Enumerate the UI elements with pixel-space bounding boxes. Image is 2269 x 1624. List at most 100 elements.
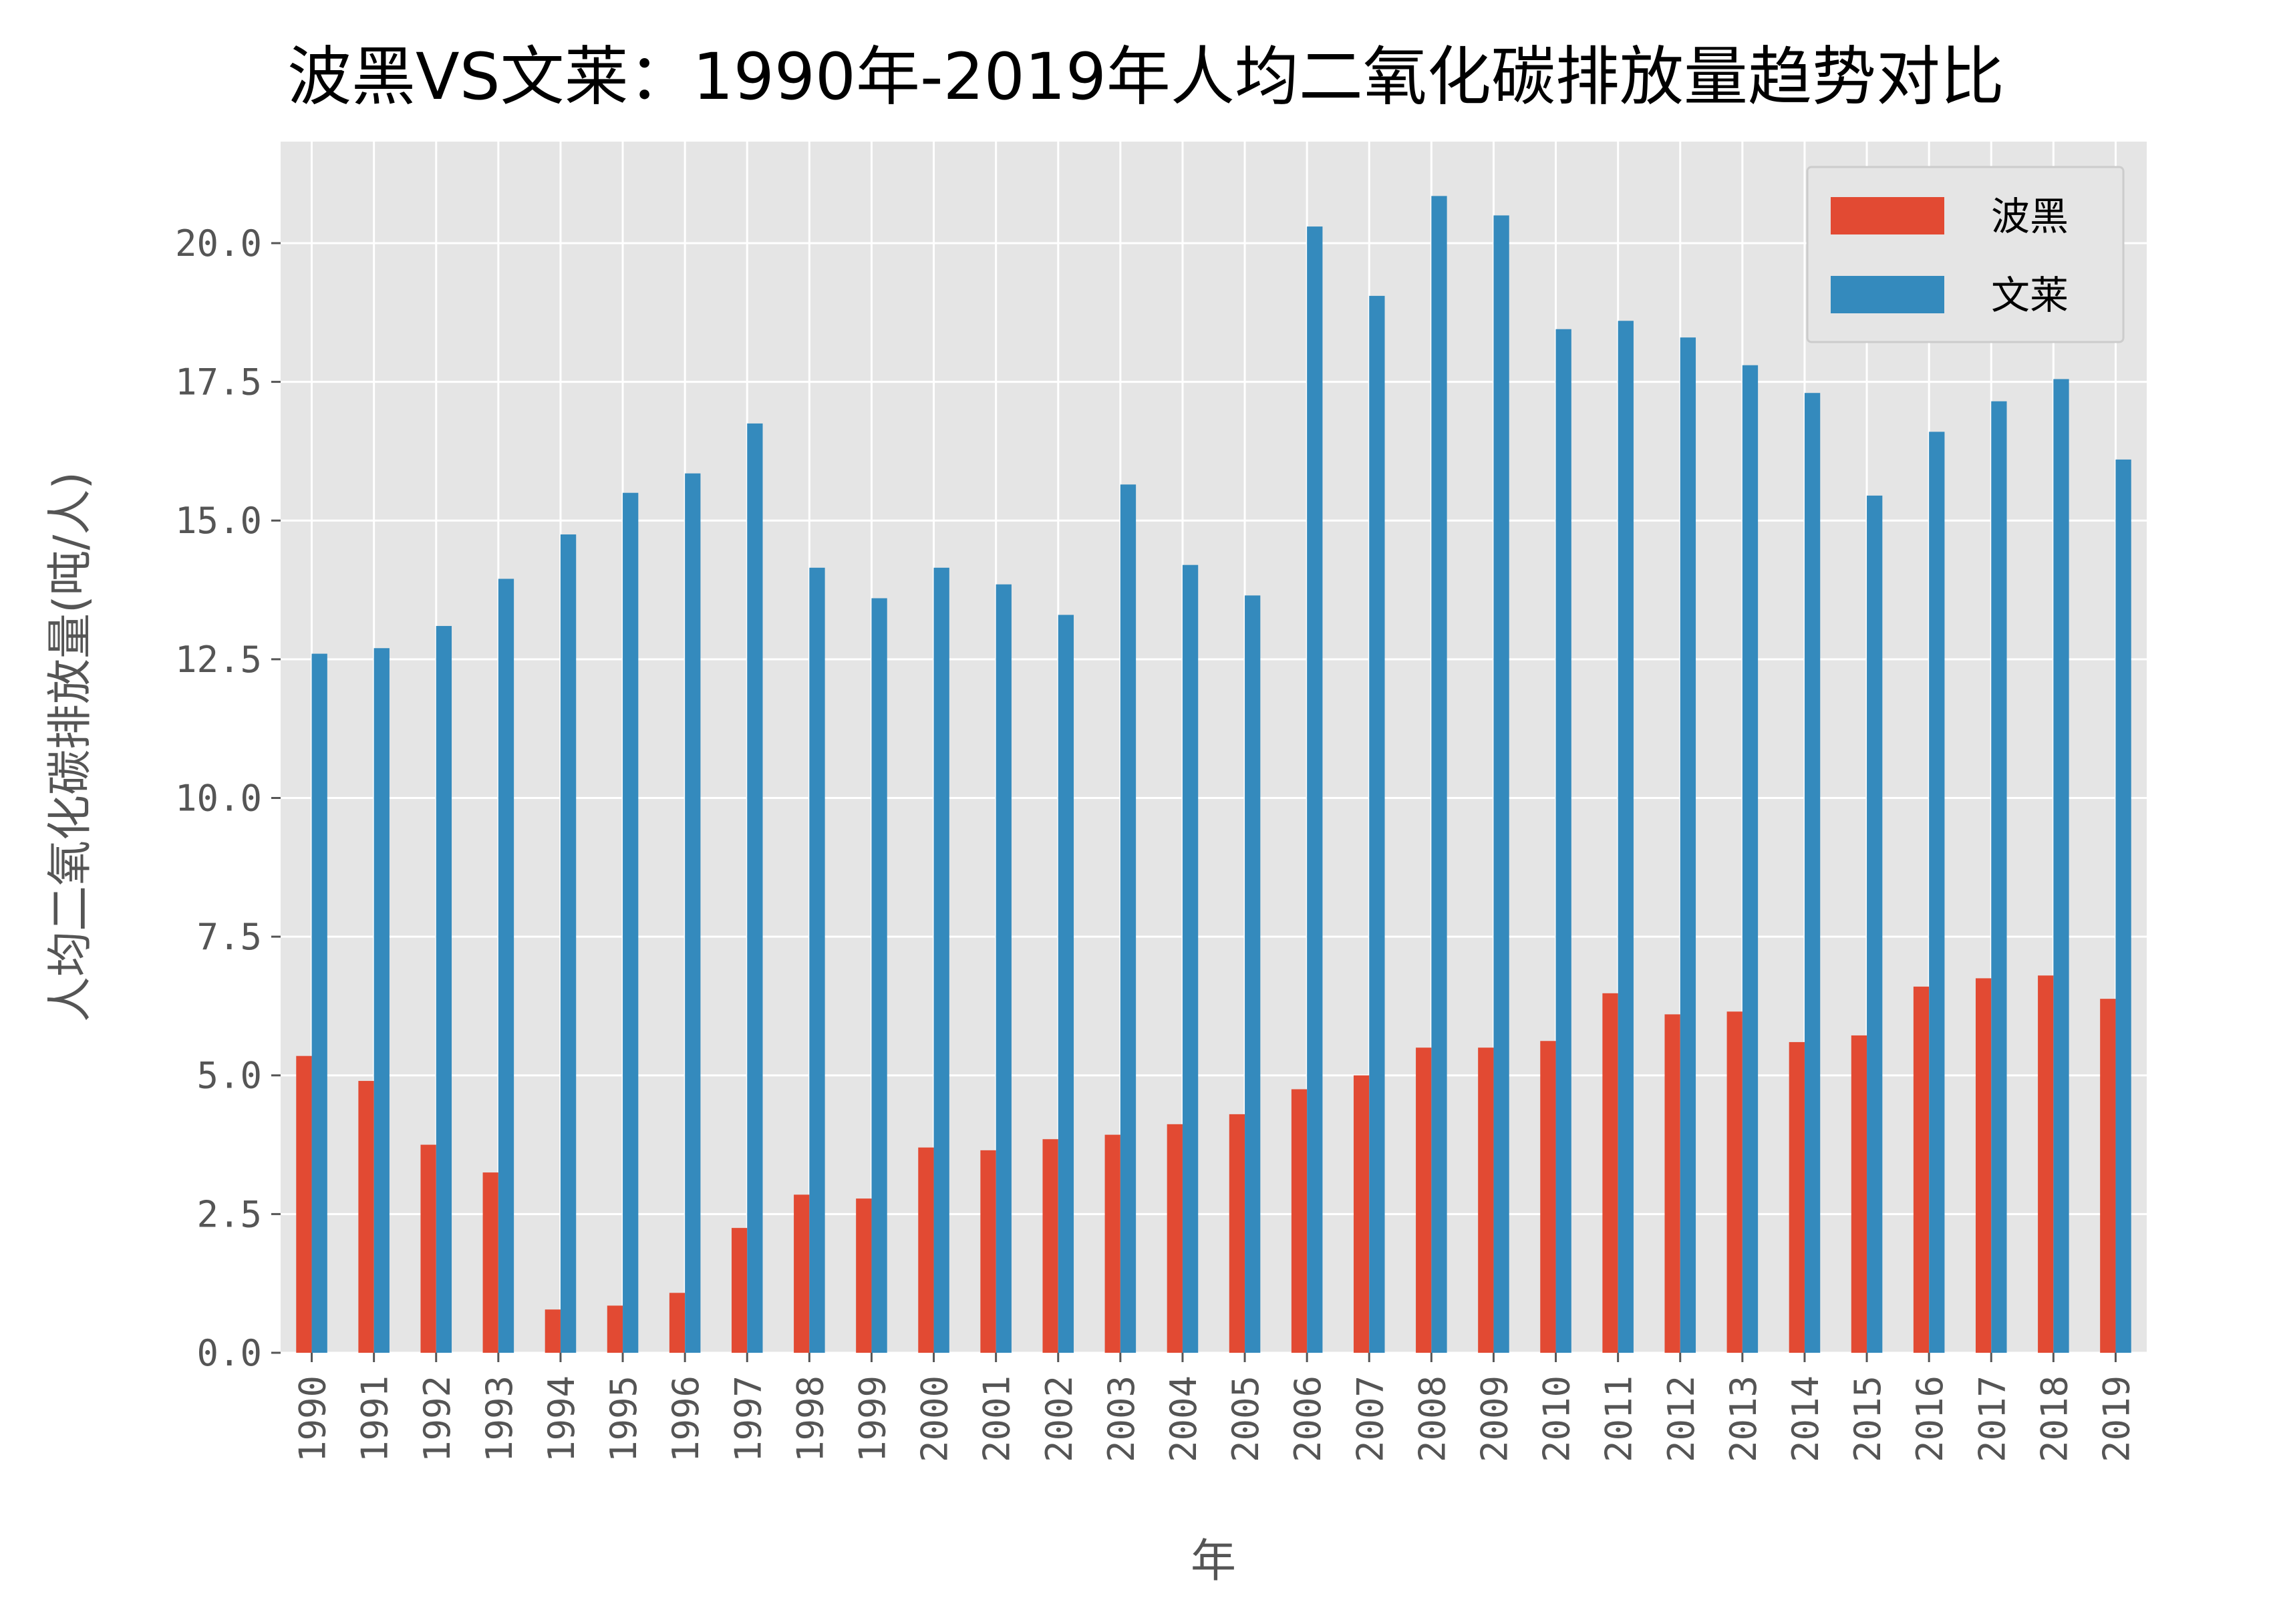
bar-bosnia-1996 [669, 1293, 686, 1353]
bar-brunei-2018 [2053, 379, 2069, 1353]
x-tick-label: 1991 [354, 1375, 396, 1462]
bar-brunei-2002 [1058, 615, 1074, 1353]
x-tick-label: 2016 [1909, 1375, 1951, 1462]
x-tick-label: 2011 [1598, 1375, 1640, 1462]
bar-bosnia-2006 [1291, 1089, 1308, 1353]
bar-bosnia-1991 [358, 1081, 374, 1353]
bar-brunei-2009 [1493, 215, 1509, 1353]
bar-bosnia-2014 [1789, 1041, 1805, 1353]
bar-brunei-2005 [1245, 595, 1261, 1353]
x-tick-label: 2004 [1163, 1375, 1205, 1462]
bar-bosnia-2016 [1913, 986, 1930, 1353]
x-tick-label: 1992 [416, 1375, 458, 1462]
bar-bosnia-2017 [1975, 978, 1992, 1353]
bar-brunei-2016 [1929, 432, 1945, 1353]
bar-brunei-1990 [311, 653, 327, 1353]
bar-bosnia-2012 [1664, 1014, 1680, 1353]
bar-bosnia-2019 [2100, 999, 2116, 1353]
x-tick-label: 1993 [478, 1375, 520, 1462]
bar-bosnia-1994 [545, 1309, 561, 1353]
x-tick-label: 2005 [1225, 1375, 1267, 1462]
bar-bosnia-2018 [2038, 975, 2054, 1353]
bar-brunei-2007 [1369, 295, 1385, 1353]
bar-bosnia-1999 [856, 1198, 872, 1353]
x-tick-label: 1990 [292, 1375, 334, 1462]
bar-brunei-2010 [1555, 329, 1571, 1353]
bar-bosnia-2002 [1042, 1139, 1058, 1353]
bars-group [296, 196, 2131, 1353]
y-axis-label: 人均二氧化碳排放量(吨/人) [44, 472, 97, 1022]
bar-brunei-2014 [1804, 393, 1821, 1353]
legend: 波黑 文莱 [1806, 166, 2125, 343]
bar-brunei-1997 [747, 423, 763, 1353]
x-axis-ticks: 1990 1991 1992 1993 1994 1995 1996 1997 1998 1999… [292, 1353, 2137, 1462]
x-tick-label: 2001 [976, 1375, 1018, 1462]
x-tick-label: 1997 [727, 1375, 769, 1462]
y-tick-label: 2.5 [196, 1193, 262, 1235]
x-tick-label: 2008 [1411, 1375, 1453, 1462]
bar-bosnia-2010 [1540, 1041, 1556, 1353]
bar-brunei-1998 [809, 567, 825, 1353]
plot-area [281, 142, 2147, 1353]
y-tick-label: 7.5 [196, 916, 262, 958]
legend-label-brunei: 文莱 [1991, 273, 2069, 318]
bar-bosnia-1997 [731, 1228, 748, 1353]
y-axis-ticks: 0.0 2.5 5.0 7.5 10.0 12.5 15.0 17.5 20.0 [175, 222, 281, 1374]
x-tick-label: 2006 [1287, 1375, 1329, 1462]
bar-bosnia-2004 [1167, 1124, 1183, 1353]
x-tick-label: 2013 [1722, 1375, 1765, 1462]
x-tick-label: 1998 [789, 1375, 831, 1462]
bar-bosnia-2001 [980, 1150, 996, 1353]
x-tick-label: 2002 [1038, 1375, 1080, 1462]
x-tick-label: 2019 [2095, 1375, 2137, 1462]
bar-brunei-2013 [1742, 365, 1759, 1353]
x-tick-label: 2009 [1473, 1375, 1515, 1462]
x-tick-label: 1995 [603, 1375, 645, 1462]
bar-brunei-1995 [623, 492, 639, 1353]
x-tick-label: 2017 [1971, 1375, 2013, 1462]
legend-box [1806, 166, 2125, 343]
legend-swatch-bosnia [1831, 197, 1944, 234]
bar-brunei-1992 [436, 626, 452, 1353]
x-tick-label: 1996 [665, 1375, 707, 1462]
bar-brunei-2012 [1680, 337, 1696, 1353]
bar-brunei-1993 [498, 579, 514, 1353]
bar-bosnia-1993 [482, 1172, 498, 1353]
x-tick-label: 2014 [1785, 1375, 1827, 1462]
bar-brunei-2003 [1120, 484, 1137, 1353]
bar-bosnia-1998 [794, 1194, 810, 1353]
bar-brunei-2006 [1307, 226, 1323, 1353]
bar-bosnia-1995 [607, 1305, 623, 1353]
bar-brunei-2011 [1618, 321, 1634, 1353]
x-tick-label: 2003 [1100, 1375, 1143, 1462]
y-tick-label: 12.5 [175, 639, 262, 681]
y-tick-label: 5.0 [196, 1055, 262, 1097]
bar-bosnia-1992 [420, 1144, 436, 1353]
bar-brunei-2000 [933, 567, 949, 1353]
bar-bosnia-2009 [1478, 1047, 1494, 1353]
y-tick-label: 17.5 [175, 361, 262, 403]
x-tick-label: 2015 [1847, 1375, 1889, 1462]
x-tick-label: 2012 [1660, 1375, 1702, 1462]
x-tick-label: 2010 [1536, 1375, 1578, 1462]
bar-brunei-2019 [2115, 459, 2131, 1353]
bar-bosnia-2007 [1353, 1075, 1370, 1353]
y-tick-label: 20.0 [175, 222, 262, 265]
bar-brunei-2004 [1182, 564, 1199, 1353]
legend-swatch-brunei [1831, 276, 1944, 313]
x-tick-label: 2007 [1349, 1375, 1391, 1462]
bar-brunei-1996 [685, 473, 701, 1353]
bar-bosnia-2013 [1726, 1011, 1743, 1353]
bar-brunei-1994 [560, 534, 577, 1353]
legend-label-bosnia: 波黑 [1991, 194, 2069, 239]
bar-brunei-2017 [1991, 401, 2007, 1353]
bar-bosnia-2011 [1602, 993, 1618, 1353]
bar-bosnia-2008 [1416, 1047, 1432, 1353]
x-tick-label: 2000 [914, 1375, 956, 1462]
x-tick-label: 1994 [541, 1375, 583, 1462]
bar-bosnia-2000 [918, 1147, 934, 1353]
y-tick-label: 10.0 [175, 777, 262, 819]
chart-title: 波黑VS文莱：1990年-2019年人均二氧化碳排放量趋势对比 [287, 39, 2004, 114]
bar-bosnia-2005 [1229, 1114, 1245, 1353]
